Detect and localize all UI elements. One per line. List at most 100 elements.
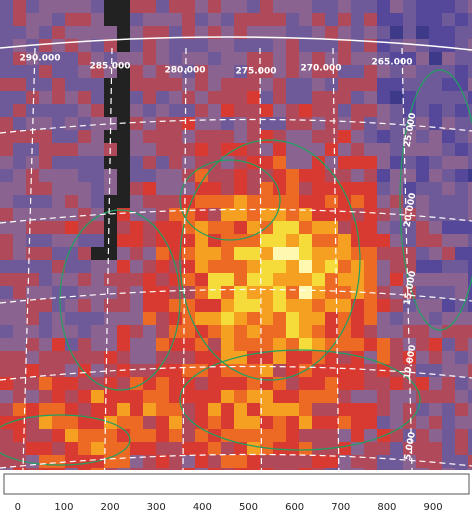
- pixel: [416, 286, 430, 300]
- pixel: [468, 286, 472, 300]
- pixel: [78, 429, 92, 443]
- pixel: [221, 455, 235, 469]
- pixel: [169, 221, 183, 235]
- pixel: [91, 325, 105, 339]
- pixel: [338, 364, 352, 378]
- pixel: [169, 364, 183, 378]
- pixel: [0, 325, 14, 339]
- pixel: [104, 403, 118, 417]
- pixel: [208, 325, 222, 339]
- ra-label: 290.000: [20, 54, 61, 64]
- pixel: [325, 78, 339, 92]
- pixel: [286, 390, 300, 404]
- pixel: [13, 130, 27, 144]
- pixel: [0, 78, 14, 92]
- pixel: [403, 442, 417, 456]
- pixel: [13, 390, 27, 404]
- pixel: [104, 247, 118, 261]
- pixel: [130, 195, 144, 209]
- pixel: [169, 91, 183, 105]
- pixel: [442, 234, 456, 248]
- pixel: [364, 312, 378, 326]
- pixel: [117, 273, 131, 287]
- pixel: [416, 299, 430, 313]
- pixel: [143, 429, 157, 443]
- pixel: [338, 442, 352, 456]
- pixel: [221, 247, 235, 261]
- pixel: [286, 208, 300, 222]
- pixel: [65, 117, 79, 131]
- pixel: [325, 312, 339, 326]
- pixel: [65, 195, 79, 209]
- pixel: [26, 338, 40, 352]
- pixel: [0, 377, 14, 391]
- pixel: [52, 13, 66, 27]
- pixel: [247, 208, 261, 222]
- colorbar-tick-label: 600: [285, 502, 304, 513]
- pixel: [234, 117, 248, 131]
- pixel: [195, 351, 209, 365]
- pixel: [455, 169, 469, 183]
- pixel: [325, 468, 339, 470]
- pixel: [273, 403, 287, 417]
- pixel: [208, 195, 222, 209]
- pixel: [0, 260, 14, 274]
- sky-image: [0, 0, 472, 470]
- pixel: [195, 208, 209, 222]
- pixel: [403, 273, 417, 287]
- pixel: [468, 468, 472, 470]
- pixel: [182, 91, 196, 105]
- pixel: [195, 52, 209, 66]
- pixel: [377, 26, 391, 40]
- pixel: [221, 156, 235, 170]
- pixel: [338, 13, 352, 27]
- pixel: [312, 429, 326, 443]
- pixel: [234, 52, 248, 66]
- pixel: [377, 416, 391, 430]
- pixel: [273, 442, 287, 456]
- pixel: [234, 130, 248, 144]
- pixel: [260, 26, 274, 40]
- ra-label: 265.000: [372, 58, 413, 68]
- pixel: [195, 130, 209, 144]
- pixel: [351, 468, 365, 470]
- pixel: [273, 286, 287, 300]
- pixel: [208, 299, 222, 313]
- pixel: [312, 104, 326, 118]
- pixel: [195, 91, 209, 105]
- pixel: [117, 39, 131, 53]
- pixel: [39, 325, 53, 339]
- pixel: [325, 234, 339, 248]
- pixel: [39, 390, 53, 404]
- pixel: [39, 377, 53, 391]
- pixel: [182, 416, 196, 430]
- pixel: [468, 364, 472, 378]
- pixel: [273, 221, 287, 235]
- pixel: [286, 156, 300, 170]
- pixel: [13, 286, 27, 300]
- pixel: [377, 91, 391, 105]
- pixel: [13, 104, 27, 118]
- ra-grid-line: [401, 47, 413, 470]
- pixel: [156, 390, 170, 404]
- pixel: [273, 377, 287, 391]
- pixel: [377, 39, 391, 53]
- pixel: [52, 351, 66, 365]
- pixel: [286, 39, 300, 53]
- pixel: [52, 260, 66, 274]
- contour: [179, 159, 281, 241]
- pixel: [143, 247, 157, 261]
- pixel: [312, 260, 326, 274]
- pixel: [442, 78, 456, 92]
- pixel: [0, 0, 14, 14]
- pixel: [130, 299, 144, 313]
- pixel: [468, 351, 472, 365]
- pixel: [364, 416, 378, 430]
- pixel: [377, 351, 391, 365]
- pixel: [429, 247, 443, 261]
- pixel: [78, 312, 92, 326]
- pixel: [169, 299, 183, 313]
- pixel: [104, 39, 118, 53]
- pixel: [273, 390, 287, 404]
- pixel: [429, 104, 443, 118]
